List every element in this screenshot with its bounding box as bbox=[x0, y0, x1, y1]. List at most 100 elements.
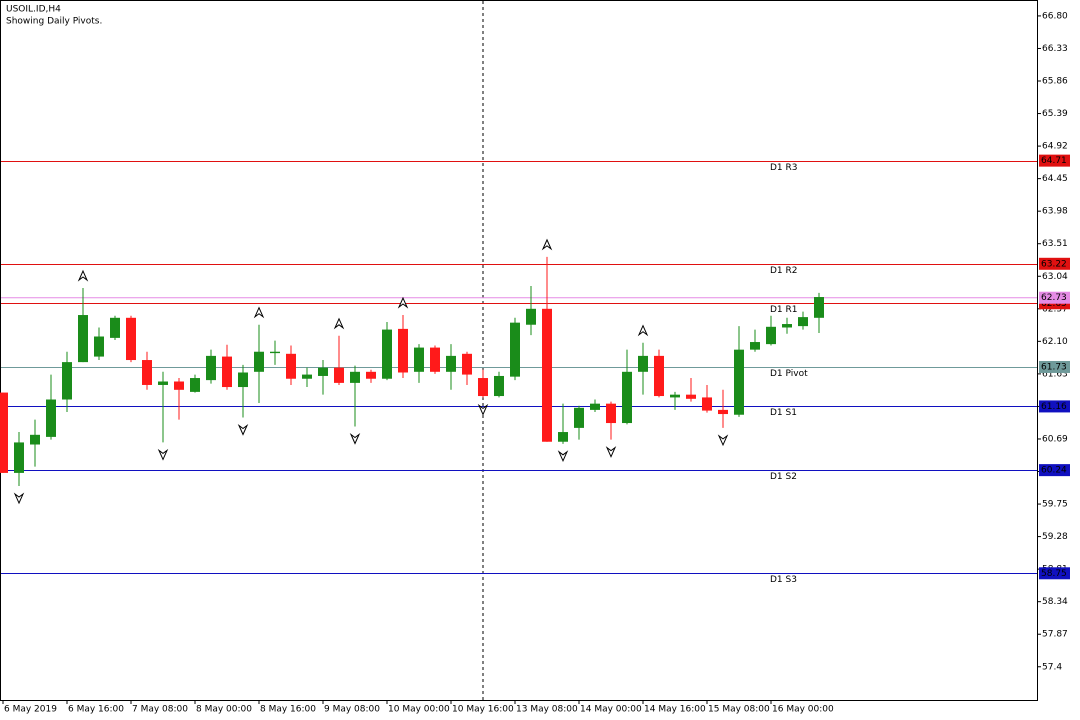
pivot-label: D1 S1 bbox=[770, 408, 797, 418]
x-tick-label: 14 May 16:00 bbox=[644, 705, 706, 715]
pivot-badge-label: 61.16 bbox=[1041, 402, 1067, 412]
candle-body bbox=[110, 317, 120, 338]
candle-body bbox=[526, 308, 536, 325]
candle-body bbox=[222, 356, 232, 388]
candle-body bbox=[350, 371, 360, 383]
fractal-down bbox=[349, 432, 361, 445]
candle-body bbox=[366, 371, 376, 379]
candle-body bbox=[766, 326, 776, 345]
candle-body bbox=[670, 394, 680, 398]
y-tick-label: 57.4 bbox=[1042, 662, 1062, 672]
candle-body bbox=[702, 397, 712, 411]
pivot-badge bbox=[1039, 257, 1070, 270]
pivot-badge-label: 58.75 bbox=[1041, 569, 1067, 579]
candle-body bbox=[542, 308, 552, 442]
x-tick-label: 10 May 16:00 bbox=[452, 705, 514, 715]
pivot-badge bbox=[1039, 360, 1070, 373]
candle-body bbox=[478, 378, 488, 397]
last-price-badge bbox=[1039, 291, 1070, 304]
candle-body bbox=[446, 355, 456, 372]
fractal-up bbox=[637, 324, 649, 337]
candle-body bbox=[206, 355, 216, 381]
pivot-label: D1 R3 bbox=[770, 163, 798, 173]
fractal-down bbox=[13, 492, 25, 505]
candle-body bbox=[254, 351, 264, 372]
candle-body bbox=[382, 329, 392, 379]
y-tick-label: 65.39 bbox=[1042, 109, 1068, 119]
candle-body bbox=[94, 336, 104, 357]
y-tick-label: 60.69 bbox=[1042, 434, 1068, 444]
y-tick-label: 66.80 bbox=[1042, 11, 1068, 21]
candle-body bbox=[814, 297, 824, 318]
pivot-badge bbox=[1039, 464, 1070, 477]
pivot-label: D1 R1 bbox=[770, 305, 798, 315]
candle-body bbox=[62, 362, 72, 400]
pivot-label: D1 Pivot bbox=[770, 369, 808, 379]
candle-body bbox=[174, 381, 184, 390]
chart-subtitle: Showing Daily Pivots. bbox=[6, 17, 102, 27]
fractal-down bbox=[717, 434, 729, 447]
fractal-down bbox=[605, 446, 617, 458]
candle-body bbox=[414, 347, 424, 372]
plot-frame bbox=[0, 0, 1038, 701]
y-tick-label: 63.04 bbox=[1042, 272, 1068, 282]
candle-body bbox=[510, 322, 520, 377]
candle-body bbox=[574, 407, 584, 428]
fractal-down bbox=[157, 448, 169, 461]
candle-body bbox=[0, 392, 8, 473]
pivot-label: D1 S3 bbox=[770, 575, 797, 585]
candle-body bbox=[430, 347, 440, 372]
candle-body bbox=[126, 317, 136, 361]
last-price-badge-label: 62.73 bbox=[1041, 293, 1067, 303]
x-tick-label: 15 May 08:00 bbox=[708, 705, 770, 715]
pivot-badge bbox=[1039, 567, 1070, 580]
candle-body bbox=[718, 409, 728, 415]
y-tick-label: 66.33 bbox=[1042, 44, 1068, 54]
candle-body bbox=[286, 353, 296, 379]
x-tick-label: 8 May 16:00 bbox=[260, 705, 316, 715]
candle-body bbox=[30, 434, 40, 445]
y-tick-label: 58.34 bbox=[1042, 597, 1068, 607]
candle-body bbox=[238, 372, 248, 388]
candle-body bbox=[158, 381, 168, 385]
candle-body bbox=[798, 317, 808, 327]
y-tick-label: 65.86 bbox=[1042, 77, 1068, 87]
candle-body bbox=[734, 349, 744, 415]
candle-body bbox=[750, 342, 760, 350]
fractal-down bbox=[557, 450, 569, 463]
fractal-up bbox=[541, 238, 553, 251]
y-tick-label: 64.45 bbox=[1042, 174, 1068, 184]
fractal-up bbox=[333, 317, 345, 330]
pivot-badge-label: 62.65 bbox=[1041, 299, 1067, 309]
pivot-badge bbox=[1039, 400, 1070, 413]
candle-body bbox=[270, 351, 280, 354]
chart-title: USOIL.ID,H4 bbox=[6, 5, 61, 15]
candle-body bbox=[494, 375, 504, 397]
fractal-down bbox=[237, 423, 249, 436]
pivot-badge-label: 61.73 bbox=[1041, 362, 1067, 372]
y-tick-label: 64.92 bbox=[1042, 142, 1068, 152]
y-tick-label: 59.28 bbox=[1042, 532, 1068, 542]
pivot-label: D1 R2 bbox=[770, 266, 798, 276]
candle-body bbox=[398, 328, 408, 373]
x-tick-label: 16 May 00:00 bbox=[772, 705, 834, 715]
pivot-badge-label: 64.71 bbox=[1041, 156, 1067, 166]
pivot-label: D1 S2 bbox=[770, 472, 797, 482]
pivot-badge-label: 63.22 bbox=[1041, 259, 1067, 269]
candle-body bbox=[622, 371, 632, 424]
x-tick-label: 6 May 16:00 bbox=[68, 705, 124, 715]
candle-body bbox=[78, 315, 88, 363]
x-tick-label: 10 May 00:00 bbox=[388, 705, 450, 715]
candle-body bbox=[302, 374, 312, 379]
candle-body bbox=[686, 394, 696, 399]
candle-body bbox=[606, 403, 616, 424]
candle-body bbox=[190, 378, 200, 392]
y-tick-label: 63.51 bbox=[1042, 239, 1068, 249]
candle-body bbox=[46, 399, 56, 437]
x-tick-label: 14 May 00:00 bbox=[580, 705, 642, 715]
pivot-badge-label: 60.24 bbox=[1041, 466, 1067, 476]
candle-body bbox=[638, 355, 648, 372]
pivot-badge bbox=[1039, 154, 1070, 167]
